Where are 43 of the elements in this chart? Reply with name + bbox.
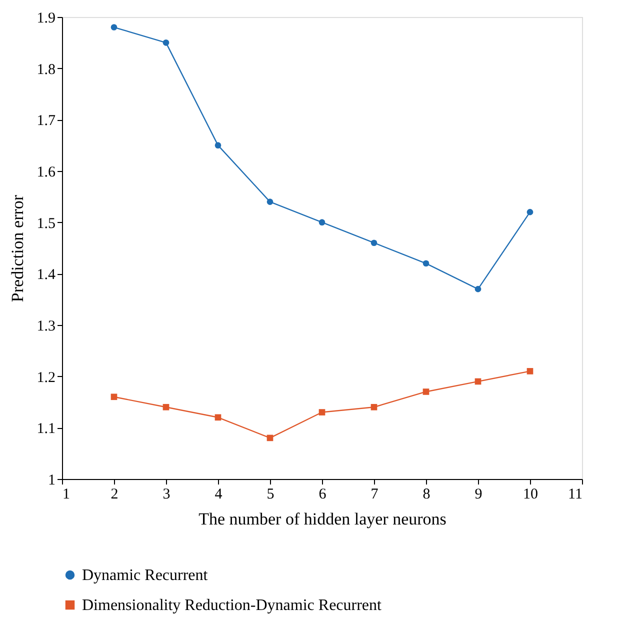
x-tick-label: 5 [266, 486, 274, 502]
y-tick-label: 1 [48, 472, 56, 488]
point [110, 24, 118, 30]
point [266, 434, 274, 442]
y-tick-label: 1.9 [36, 10, 56, 26]
y-axis-title: Prediction error [8, 194, 27, 302]
y-tick-label: 1.5 [36, 216, 56, 232]
point [110, 394, 118, 400]
y-tick-label: 1.7 [36, 113, 56, 130]
x-tick-label: 7 [370, 486, 379, 502]
point [370, 404, 378, 410]
x-tick-label: 8 [422, 486, 430, 502]
x-tick-label: 10 [523, 486, 538, 502]
point [526, 368, 534, 374]
point [370, 240, 378, 246]
x-tick-label: 11 [568, 486, 582, 502]
point [214, 142, 222, 148]
legend-label: Dynamic Recurrent [82, 567, 208, 584]
x-axis-title: The number of hidden layer neurons [198, 510, 446, 528]
point [318, 409, 326, 416]
point [422, 260, 430, 267]
point [162, 404, 170, 410]
point [526, 208, 534, 216]
y-tick-label: 1.1 [36, 421, 56, 438]
x-tick-label: 3 [162, 486, 170, 502]
x-tick-label: 6 [318, 486, 327, 502]
point [214, 414, 222, 421]
legend-label: Dimensionality Reduction-Dynamic Recurrent [82, 597, 382, 614]
y-tick-label: 1.4 [36, 267, 56, 284]
y-tick-label: 1.3 [36, 318, 56, 334]
x-tick-label: 9 [474, 486, 482, 502]
point [474, 286, 482, 292]
point [474, 378, 482, 385]
y-tick-label: 1.2 [36, 370, 56, 386]
x-tick-label: 2 [110, 486, 118, 502]
point [422, 388, 430, 395]
y-tick-label: 1.8 [36, 62, 56, 78]
y-tick-label: 1.6 [36, 164, 56, 180]
point [266, 198, 274, 205]
point [162, 40, 170, 46]
x-tick-label: 4 [214, 486, 223, 502]
point [318, 219, 326, 226]
x-tick-label: 1 [62, 486, 70, 502]
